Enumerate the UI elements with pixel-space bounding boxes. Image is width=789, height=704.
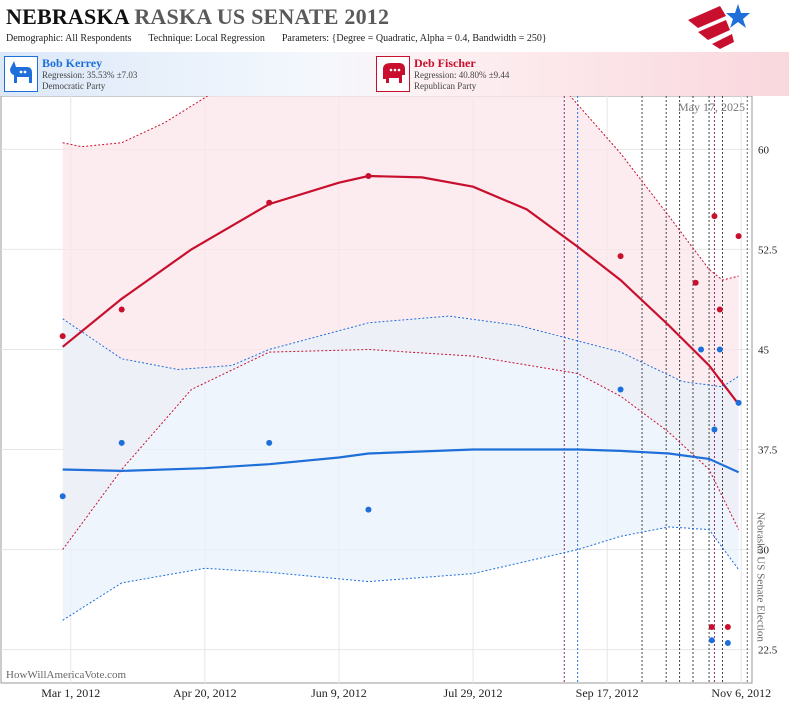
technique-label: Technique: <box>148 33 193 44</box>
elephant-icon <box>376 56 410 92</box>
x-tick-label: Jun 9, 2012 <box>311 686 367 700</box>
bob-kerrey-upper-bound <box>62 315 739 388</box>
demographic-label: Demographic: <box>6 33 64 44</box>
y-tick-label: 30 <box>758 545 770 557</box>
election-label: Nebraska US Senate Election <box>754 512 766 642</box>
title-race: RASKA US SENATE 2012 <box>134 4 390 29</box>
bob-kerrey-confidence-band <box>62 316 739 621</box>
deb-fischer-lower-bound <box>62 348 740 550</box>
bob-kerrey-poll-point <box>716 346 723 353</box>
deb-fischer-poll-point <box>118 306 125 313</box>
x-tick-label: Jul 29, 2012 <box>444 686 503 700</box>
candidate-party: Democratic Party <box>42 81 106 91</box>
parameters-label: Parameters: <box>281 33 330 44</box>
demographic-value: All Respondents <box>65 33 132 44</box>
donkey-icon <box>4 56 38 92</box>
bob-kerrey-poll-point <box>365 506 372 513</box>
watermark: HowWillAmericaVote.com <box>6 669 126 681</box>
candidate-band: Bob Kerrey Regression: 35.53% ±7.03 Demo… <box>0 52 789 96</box>
deb-fischer-upper-bound <box>62 96 739 281</box>
bob-kerrey-poll-point <box>698 346 705 353</box>
bob-kerrey-regression-line <box>62 448 740 474</box>
deb-fischer-poll-point <box>711 213 718 220</box>
bob-kerrey-poll-point <box>735 399 742 406</box>
y-tick-label: 37.5 <box>758 445 778 457</box>
y-tick-label: 52.5 <box>758 244 778 256</box>
technique-value: Local Regression <box>195 33 265 44</box>
x-tick-label: Nov 6, 2012 <box>711 686 771 700</box>
bob-kerrey-poll-point <box>617 386 624 393</box>
date-label: May 17, 2025 <box>678 100 745 114</box>
bob-kerrey-poll-point <box>711 426 718 433</box>
deb-fischer-poll-point <box>617 253 624 260</box>
deb-fischer-poll-point <box>716 306 723 313</box>
bob-kerrey-poll-point <box>118 439 125 446</box>
bob-kerrey-poll-point <box>266 439 273 446</box>
candidate-name: Bob Kerrey <box>42 56 103 70</box>
candidate-regression: Regression: 40.80% ±9.44 <box>414 70 510 80</box>
deb-fischer-poll-point <box>724 623 731 630</box>
parameters-line: Demographic: All Respondents Technique: … <box>6 33 547 44</box>
deb-fischer-poll-point <box>365 173 372 180</box>
deb-fischer-poll-point <box>692 279 699 286</box>
deb-fischer-poll-point <box>266 199 273 206</box>
y-tick-label: 60 <box>758 144 770 156</box>
candidate-name: Deb Fischer <box>414 56 476 70</box>
deb-fischer-poll-point <box>59 333 66 340</box>
deb-fischer-regression-line <box>62 174 740 405</box>
y-tick-label: 22.5 <box>758 645 778 657</box>
candidate-regression: Regression: 35.53% ±7.03 <box>42 70 138 80</box>
x-tick-label: Mar 1, 2012 <box>41 686 100 700</box>
parameters-value: {Degree = Quadratic, Alpha = 0.4, Bandwi… <box>331 33 547 44</box>
bob-kerrey-poll-point <box>724 639 731 646</box>
page-title: NEBRASKA RASKA US SENATE 2012 <box>6 4 389 30</box>
bob-kerrey-poll-point <box>59 493 66 500</box>
x-tick-label: Apr 20, 2012 <box>173 686 237 700</box>
candidate-party: Republican Party <box>414 81 477 91</box>
y-tick-label: 45 <box>758 344 770 356</box>
deb-fischer-poll-point <box>708 623 715 630</box>
poll-chart: 22.5 30 37.5 45 52.5 60 Mar 1, 2012 Apr 20, 20… <box>0 96 778 700</box>
x-tick-label: Sep 17, 2012 <box>576 686 639 700</box>
deb-fischer-poll-point <box>735 233 742 240</box>
title-state: NEBRASKA <box>6 4 129 29</box>
header: NEBRASKA RASKA US SENATE 2012 Demographi… <box>0 0 789 52</box>
bob-kerrey-poll-point <box>708 637 715 644</box>
flag-star-logo <box>688 4 750 49</box>
